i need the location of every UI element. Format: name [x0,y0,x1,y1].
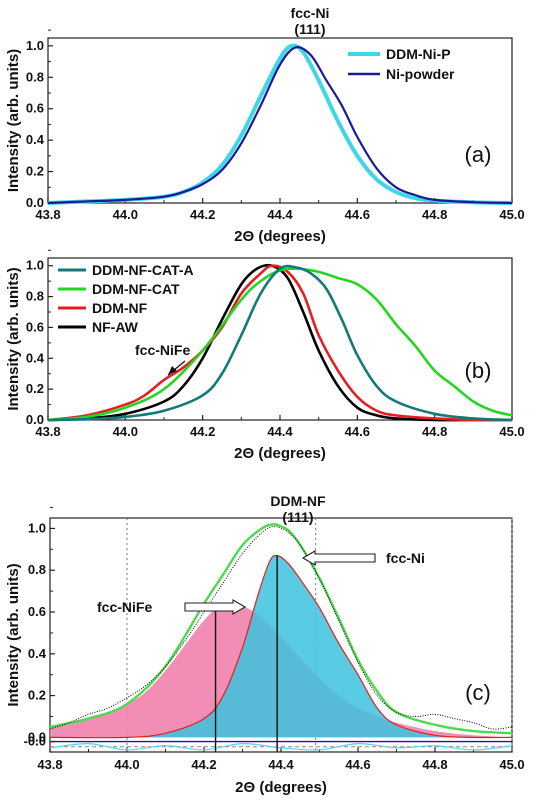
panel-b-x-tick-label: 43.8 [35,424,60,439]
panel-c-y-axis-title: Intensity (arb. units) [5,563,22,706]
panel-c-peak-label-2: (111) [282,509,313,525]
panel-c-y-tick-label-neg: -0.0 [24,734,46,749]
panel-b-line-ddm-nf [47,264,513,422]
panel-c-y-tick-label: 0.8 [28,562,46,577]
panel-c-area-fcc-ni [50,555,512,738]
panel-b-y-tick-label: 0.0 [26,412,44,427]
panel-a-x-tick-label: 44.6 [345,207,370,222]
panel-a-y-tick-label: 0.4 [26,132,45,147]
panel-c-x-tick-label: 44.6 [345,757,370,772]
panel-a-legend-label-ddm-ni-p: DDM-Ni-P [386,46,451,62]
panel-a-y-tick-label: 1.0 [26,38,44,53]
panel-b-legend-label-ddm-nf-cat-a: DDM-NF-CAT-A [92,262,194,278]
panel-a-tag: (a) [465,142,492,167]
panel-a-y-tick-label: 0.2 [26,164,44,179]
panel-b-legend-label-ddm-nf: DDM-NF [92,300,148,316]
panel-c-line-residual [49,743,513,751]
panel-b-legend-label-ddm-nf-cat: DDM-NF-CAT [92,281,180,297]
panel-c-x-tick-label: 45.0 [499,757,524,772]
panel-c-line-fit [49,523,513,735]
panel-b-x-tick-label: 44.2 [190,424,215,439]
panel-a-x-axis-title: 2Θ (degrees) [234,228,326,245]
panel-a-x-tick-label: 44.8 [422,207,447,222]
panel-c-y-tick-label: 0.2 [28,688,46,703]
panel-b-x-tick-label: 44.6 [345,424,370,439]
panel-a-line-ni-powder [47,45,513,205]
panel-a-x-tick-label: 44.2 [190,207,215,222]
panel-a-y-tick-label: 0.8 [26,69,44,84]
panel-b-annotation-arrowhead [168,366,177,375]
panel-c-line-fcc-ni-outline [49,554,513,739]
panel-a-y-axis-title: Intensity (arb. units) [5,49,22,192]
panel-a-axes: 43.8 44.0 44.2 44.4 44.6 44.8 45.0 0.0 0.2 0.4 0.6… [5,29,525,245]
panel-b-x-tick-label: 45.0 [499,424,524,439]
panel-c-y-tick-label: 0.6 [28,604,46,619]
panel-c-tag: (c) [465,680,491,705]
panel-c-y-tick-label: 0.0 [28,729,46,744]
panel-c-x-tick-label: 44.4 [268,757,294,772]
panel-b-x-tick-label: 44.8 [422,424,447,439]
panel-b-axes: 43.8 44.0 44.2 44.4 44.6 44.8 45.0 0.0 0.2 0.4 0.6… [5,249,525,462]
panel-c-y-tick-label: 1.0 [28,520,46,535]
panel-b-x-tick-label: 44.0 [113,424,138,439]
panel-a-x-tick-label: 44.4 [267,207,293,222]
panel-a-x-tick-label: 45.0 [499,207,524,222]
panel-b-y-tick-label: 0.6 [26,319,44,334]
panel-b-y-tick-label: 1.0 [26,258,44,273]
panel-c-peak-label-1: DDM-NF [270,493,326,509]
panel-a-peak-label-1: fcc-Ni [291,5,330,21]
panel-b-line-ddm-nf-cat-a [47,264,513,422]
panel-c-arrow-fcc-ni [301,550,376,566]
panel-c-arrow-fcc-nife [184,599,247,615]
panel-a-x-tick-label: 43.8 [35,207,60,222]
panel-a-y-tick-label: 0.0 [26,195,44,210]
panel-a-x-tick-label: 44.0 [113,207,138,222]
panel-c-x-tick-label: 43.8 [37,757,62,772]
panel-c-annotation-fcc-ni: fcc-Ni [386,550,425,566]
panel-b-x-tick-label: 44.4 [267,424,293,439]
panel-c-x-tick-label: 44.0 [114,757,139,772]
panel-b-y-axis-title: Intensity (arb. units) [5,267,22,410]
panel-a-y-tick-label: 0.6 [26,101,44,116]
panel-b-y-tick-label: 0.4 [26,350,45,365]
panel-b-legend-label-nf-aw: NF-AW [92,319,139,335]
panel-b-y-tick-label: 0.2 [26,381,44,396]
panel-a-legend-label-ni-powder: Ni-powder [386,66,455,82]
panel-b-line-ddm-nf-cat [47,267,513,422]
panel-c-x-axis-title: 2Θ (degrees) [235,779,327,796]
panel-c-x-tick-label: 44.2 [191,757,216,772]
panel-c-annotation-fcc-nife: fcc-NiFe [97,599,152,615]
panel-b-y-tick-label: 0.8 [26,289,44,304]
panel-c-y-tick-label: 0.4 [28,646,47,661]
panel-b-annotation-fcc-nife: fcc-NiFe [135,342,190,358]
panel-a-peak-label-2: (111) [294,21,325,37]
panel-b-x-axis-title: 2Θ (degrees) [234,445,326,462]
panel-c-x-tick-label: 44.8 [422,757,447,772]
panel-b-tag: (b) [465,358,492,383]
